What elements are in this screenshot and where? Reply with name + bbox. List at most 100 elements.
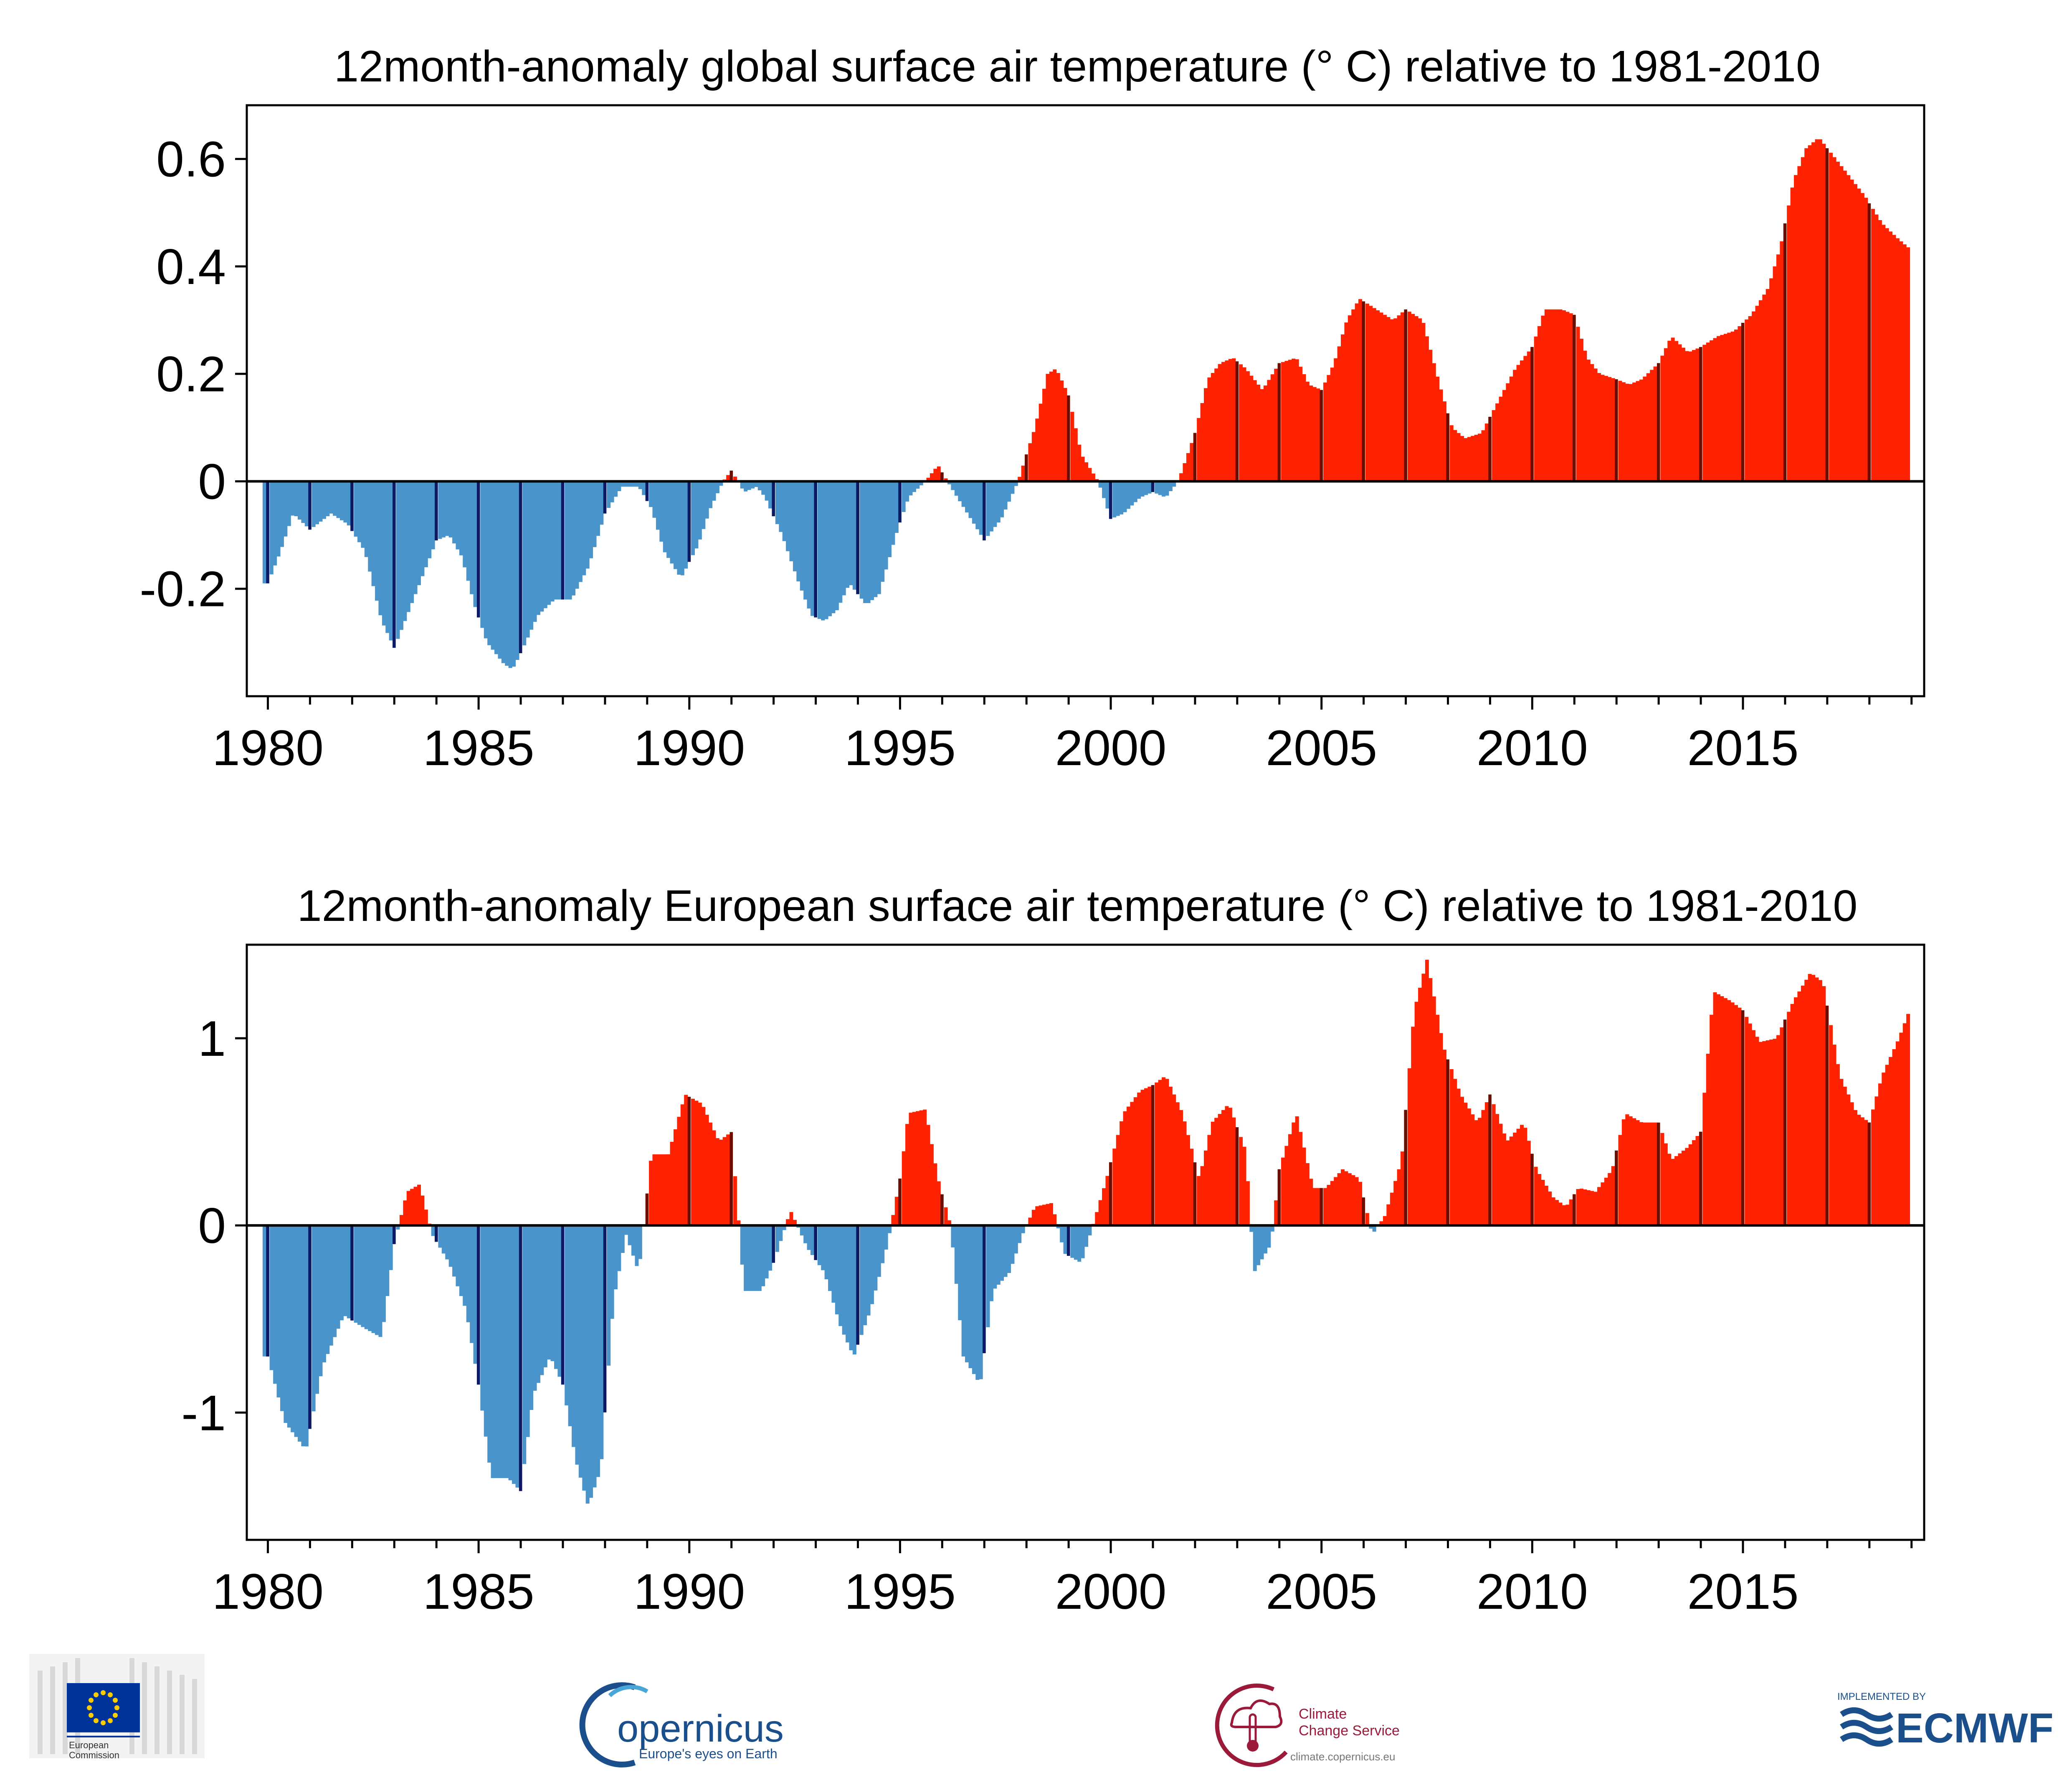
bar [1197,1176,1201,1226]
bar [958,1225,962,1321]
bar [874,1225,878,1291]
bar [610,481,614,502]
bar [1021,1225,1025,1233]
bar [315,1225,319,1394]
bar [1147,1086,1152,1226]
bar [589,481,593,558]
bar [1327,375,1331,482]
bar [1120,1121,1124,1226]
bar [775,481,779,524]
bar [339,481,344,520]
bar [515,481,519,660]
bar [515,1225,519,1488]
bar [933,1163,937,1226]
bar [568,481,572,600]
bar [859,481,864,599]
bar [466,1225,470,1322]
bar [1372,1225,1376,1232]
bar [526,1225,530,1437]
bar [1281,362,1285,482]
bar [284,1225,288,1423]
bar [1569,1199,1573,1226]
bar [680,481,684,576]
bar [1429,350,1433,482]
bar [371,1225,375,1333]
bar [501,481,505,663]
bar [800,481,804,591]
bar [1766,1040,1770,1226]
bar [1221,1110,1226,1226]
bar [635,1225,639,1266]
bar [1695,1136,1700,1226]
bar [1256,384,1261,482]
bar [343,481,347,523]
bar [456,1225,460,1286]
bar [919,481,923,486]
bar [1815,977,1819,1226]
bar [1221,362,1226,482]
bar [393,481,396,648]
bar [1116,481,1120,516]
bar [1334,358,1338,482]
bar [319,481,323,522]
bar [1579,1189,1583,1226]
bar [1678,344,1682,482]
bar [768,481,773,509]
bar [1116,1135,1120,1226]
bar [1478,434,1482,482]
bar [1211,373,1215,482]
bar [1147,481,1152,494]
bar [940,1194,944,1226]
bar [983,1225,986,1354]
bar [1151,1085,1155,1226]
bar [1702,345,1707,482]
bar [852,481,856,590]
bar [1608,1173,1612,1226]
bar [1632,1118,1636,1226]
bar [1790,1004,1794,1226]
bar [944,1207,948,1226]
bar [1780,1027,1784,1226]
bar [1292,1122,1296,1226]
bar [1804,979,1809,1226]
bar [1460,1097,1464,1226]
bar [1011,1225,1015,1264]
bar [403,481,407,621]
bar [1752,1030,1756,1226]
bar [1565,1204,1570,1226]
bar [937,466,941,482]
bar [1474,1120,1478,1226]
bar [329,481,333,514]
bar [821,481,825,621]
bar [705,1115,709,1226]
bar [1323,1188,1327,1226]
bar [652,1154,656,1226]
bar [684,1095,688,1226]
bar [937,1181,941,1226]
bar [1871,1109,1875,1226]
bar [529,481,534,630]
bar [617,481,621,491]
bar [610,1225,614,1319]
bar [1758,1042,1763,1226]
bar [1882,1073,1886,1226]
bar [1657,363,1660,482]
bar [1232,358,1236,482]
bar [1246,371,1250,482]
bar [1762,1041,1766,1226]
bar [975,1225,980,1380]
bar [1755,306,1759,482]
bar [1643,376,1647,482]
bar [603,1225,607,1412]
bar [1218,364,1222,482]
bar [459,481,463,555]
bar [1667,1154,1672,1226]
bar [1766,289,1770,482]
bar [1393,318,1398,482]
bar [1270,1225,1274,1232]
bar [308,1225,312,1429]
bar [1035,418,1039,482]
bar [951,481,955,490]
bar [273,481,277,565]
bar [1397,1169,1401,1226]
